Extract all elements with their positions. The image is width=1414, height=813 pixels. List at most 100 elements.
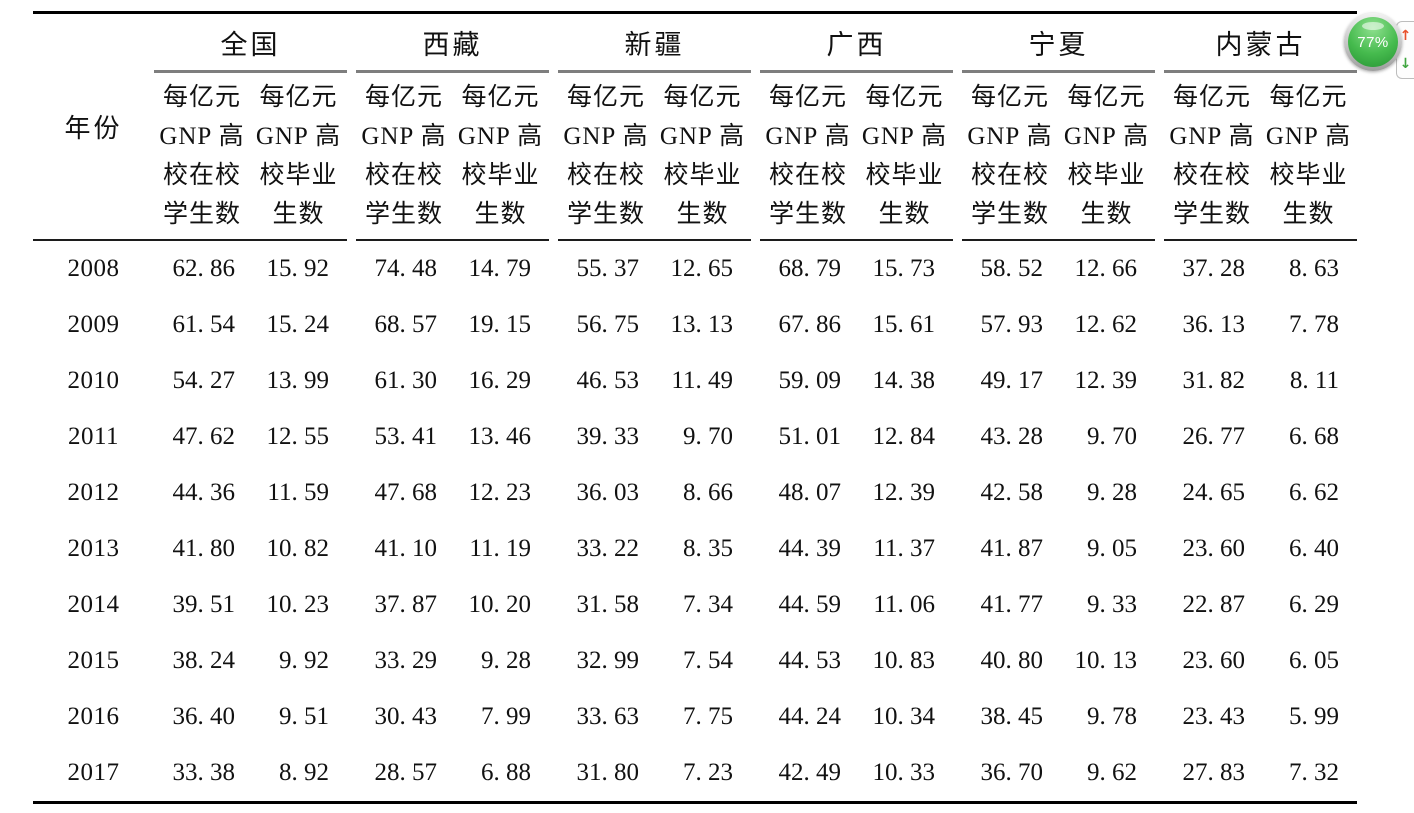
zoom-level-badge[interactable]: 77% xyxy=(1344,13,1402,71)
value-cell: 36. 03 xyxy=(576,479,640,506)
value-cell: 8. 35 xyxy=(683,535,733,562)
zoom-badge-circle: 77% xyxy=(1348,17,1398,67)
value-cell: 8. 66 xyxy=(683,479,733,506)
value-cell: 9. 33 xyxy=(1087,591,1137,618)
year-cell: 2008 xyxy=(67,255,120,282)
value-cell: 7. 34 xyxy=(683,591,733,618)
value-cell: 14. 38 xyxy=(872,367,936,394)
value-cell: 12. 39 xyxy=(872,479,936,506)
table-row: 2009 61. 54 15. 24 68. 57 19. 15 56. 75 … xyxy=(33,297,1357,353)
year-cell: 2010 xyxy=(67,367,120,394)
value-cell: 41. 80 xyxy=(172,535,236,562)
column-gap xyxy=(751,689,760,745)
column-gap xyxy=(347,577,356,633)
value-cell: 31. 80 xyxy=(576,759,640,786)
value-cell: 68. 57 xyxy=(374,311,438,338)
subheader-enrolled-students: 每亿元 GNP 高 校在校 学生数 xyxy=(962,71,1058,241)
value-cell: 7. 23 xyxy=(683,759,733,786)
value-cell: 62. 86 xyxy=(172,255,236,282)
column-gap xyxy=(751,633,760,689)
value-cell: 59. 09 xyxy=(778,367,842,394)
value-cell: 38. 24 xyxy=(172,647,236,674)
value-cell: 8. 92 xyxy=(279,759,329,786)
value-cell: 44. 53 xyxy=(778,647,842,674)
value-cell: 10. 23 xyxy=(266,591,330,618)
column-gap xyxy=(751,240,760,297)
year-cell: 2014 xyxy=(67,591,120,618)
value-cell: 10. 20 xyxy=(468,591,532,618)
value-cell: 6. 62 xyxy=(1289,479,1339,506)
column-gap xyxy=(1155,13,1164,241)
value-cell: 37. 87 xyxy=(374,591,438,618)
value-cell: 32. 99 xyxy=(576,647,640,674)
table-row: 2012 44. 36 11. 59 47. 68 12. 23 36. 03 … xyxy=(33,465,1357,521)
value-cell: 10. 83 xyxy=(872,647,936,674)
group-header-ningxia: 宁夏 xyxy=(962,12,1155,73)
column-gap xyxy=(751,745,760,803)
value-cell: 47. 62 xyxy=(172,423,236,450)
column-gap xyxy=(347,521,356,577)
value-cell: 14. 79 xyxy=(468,255,532,282)
column-gap xyxy=(953,521,962,577)
value-cell: 23. 60 xyxy=(1182,647,1246,674)
column-gap xyxy=(549,633,558,689)
value-cell: 6. 29 xyxy=(1289,591,1339,618)
column-gap xyxy=(1155,521,1164,577)
column-gap xyxy=(549,745,558,803)
column-gap xyxy=(549,689,558,745)
column-gap xyxy=(953,465,962,521)
subheader-graduates: 每亿元 GNP 高 校毕业 生数 xyxy=(452,71,549,241)
value-cell: 10. 34 xyxy=(872,703,936,730)
scroll-down-arrow-icon[interactable]: ↓ xyxy=(1399,56,1412,72)
value-cell: 12. 62 xyxy=(1074,311,1138,338)
value-cell: 44. 36 xyxy=(172,479,236,506)
column-gap xyxy=(1155,465,1164,521)
value-cell: 37. 28 xyxy=(1182,255,1246,282)
value-cell: 11. 49 xyxy=(671,367,733,394)
value-cell: 8. 11 xyxy=(1289,367,1339,394)
group-header-national: 全国 xyxy=(154,12,347,73)
column-gap xyxy=(347,240,356,297)
column-gap xyxy=(549,297,558,353)
column-gap xyxy=(1155,577,1164,633)
value-cell: 46. 53 xyxy=(576,367,640,394)
value-cell: 41. 10 xyxy=(374,535,438,562)
value-cell: 42. 58 xyxy=(980,479,1044,506)
value-cell: 74. 48 xyxy=(374,255,438,282)
column-gap xyxy=(953,409,962,465)
value-cell: 24. 65 xyxy=(1182,479,1246,506)
value-cell: 44. 59 xyxy=(778,591,842,618)
value-cell: 44. 39 xyxy=(778,535,842,562)
value-cell: 36. 70 xyxy=(980,759,1044,786)
value-cell: 41. 87 xyxy=(980,535,1044,562)
year-cell: 2015 xyxy=(67,647,120,674)
column-gap xyxy=(549,465,558,521)
value-cell: 33. 22 xyxy=(576,535,640,562)
value-cell: 13. 13 xyxy=(670,311,734,338)
value-cell: 68. 79 xyxy=(778,255,842,282)
value-cell: 9. 70 xyxy=(683,423,733,450)
column-gap xyxy=(953,353,962,409)
group-header-inner-mongolia: 内蒙古 xyxy=(1164,12,1357,73)
column-gap xyxy=(751,521,760,577)
value-cell: 33. 38 xyxy=(172,759,236,786)
year-cell: 2012 xyxy=(67,479,120,506)
column-gap xyxy=(751,13,760,241)
column-gap xyxy=(1155,633,1164,689)
value-cell: 12. 84 xyxy=(872,423,936,450)
subheader-enrolled-students: 每亿元 GNP 高 校在校 学生数 xyxy=(1164,71,1260,241)
column-gap xyxy=(347,409,356,465)
value-cell: 10. 82 xyxy=(266,535,330,562)
value-cell: 30. 43 xyxy=(374,703,438,730)
value-cell: 12. 55 xyxy=(266,423,330,450)
column-gap xyxy=(751,353,760,409)
column-gap xyxy=(953,689,962,745)
column-gap xyxy=(751,465,760,521)
value-cell: 7. 54 xyxy=(683,647,733,674)
column-gap xyxy=(347,633,356,689)
subheader-row: 每亿元 GNP 高 校在校 学生数 每亿元 GNP 高 校毕业 生数 每亿元 G… xyxy=(33,71,1357,241)
value-cell: 55. 37 xyxy=(576,255,640,282)
scroll-up-arrow-icon[interactable]: ↑ xyxy=(1399,28,1412,44)
value-cell: 31. 82 xyxy=(1182,367,1246,394)
value-cell: 9. 28 xyxy=(1087,479,1137,506)
